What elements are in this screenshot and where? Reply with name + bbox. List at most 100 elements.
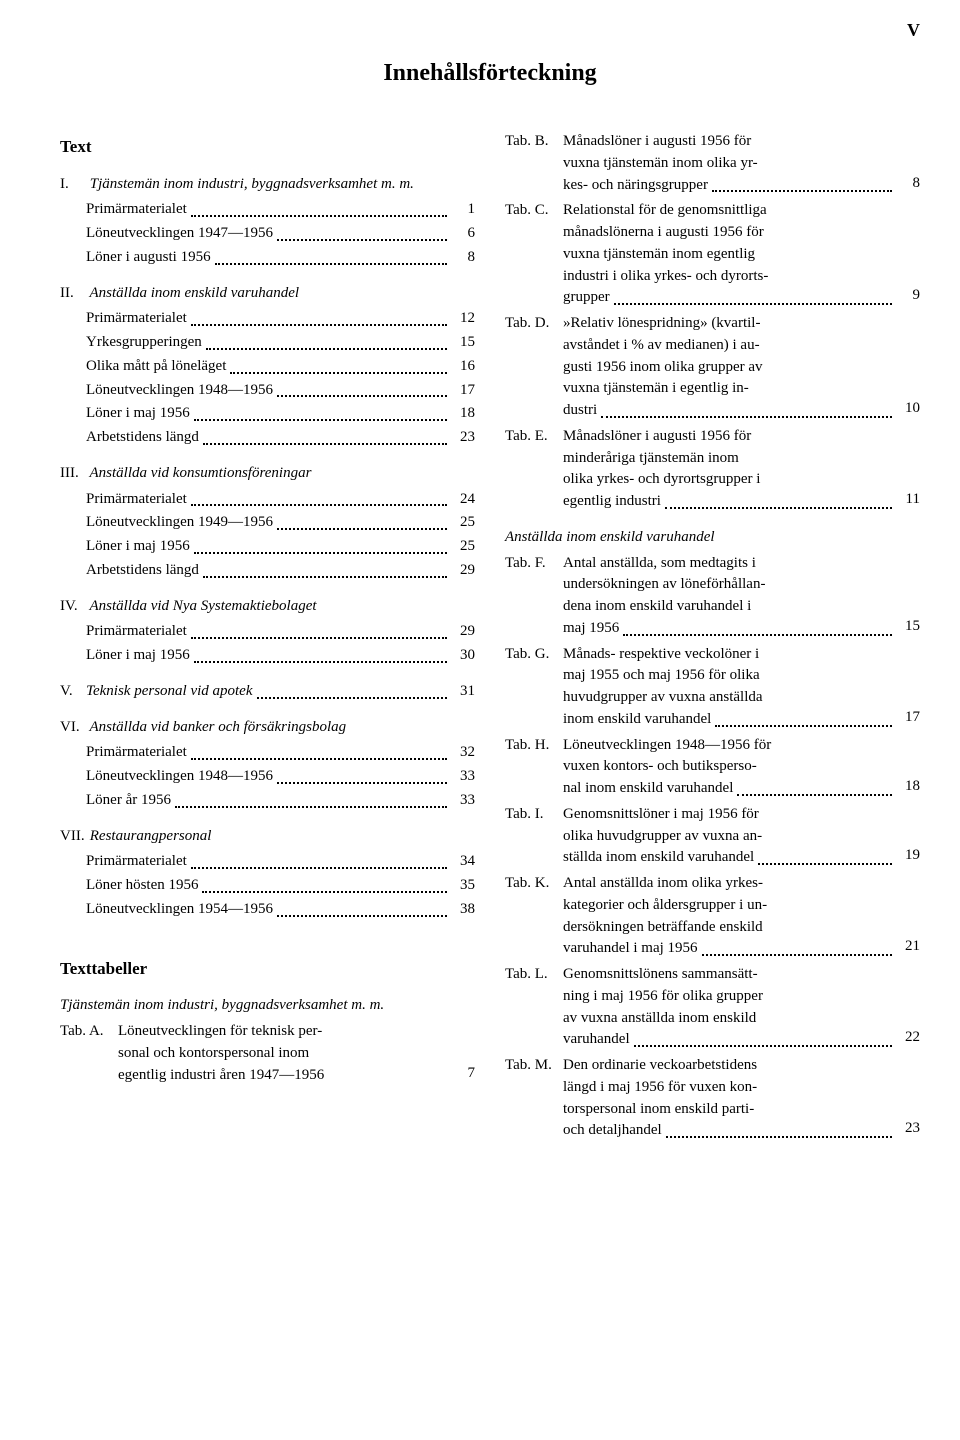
table-tab: Tab. B. <box>505 131 563 153</box>
section-title: Teknisk personal vid apotek <box>86 681 253 703</box>
table-body: Den ordinarie veckoarbetstidenslängd i m… <box>563 1055 896 1142</box>
entry-page: 25 <box>451 512 475 534</box>
entry-label: Löner i maj 1956 <box>86 536 190 558</box>
table-entry: Tab. E.Månadslöner i augusti 1956 förmin… <box>505 426 920 513</box>
entry-page: 23 <box>451 427 475 449</box>
columns: Text I. Tjänstemän inom industri, byggna… <box>60 127 920 1146</box>
table-line: nal inom enskild varuhandel <box>563 778 733 800</box>
leader-dots <box>203 434 447 445</box>
entry-label: Arbetstidens längd <box>86 427 199 449</box>
entry-label: Primärmaterialet <box>86 851 187 873</box>
table-line: torspersonal inom enskild parti- <box>563 1099 896 1121</box>
table-line: egentlig industri åren 1947—1956 <box>118 1065 324 1087</box>
entry-label: Arbetstidens längd <box>86 560 199 582</box>
table-line: Månadslöner i augusti 1956 för <box>563 426 896 448</box>
leader-dots <box>277 519 447 530</box>
toc-entry: Arbetstidens längd29 <box>86 560 475 582</box>
right-sub: Anställda inom enskild varuhandel <box>505 527 920 549</box>
table-entry: Tab. C.Relationstal för de genomsnittlig… <box>505 200 920 309</box>
table-tab: Tab. D. <box>505 313 563 335</box>
entry-page: 34 <box>451 851 475 873</box>
table-line: industri i olika yrkes- och dyrorts- <box>563 266 896 288</box>
entry-page: 8 <box>451 247 475 269</box>
entry-label: Primärmaterialet <box>86 199 187 221</box>
leader-dots <box>191 206 447 217</box>
table-entry: Tab. F.Antal anställda, som medtagits iu… <box>505 553 920 640</box>
section-title: Restaurangpersonal <box>90 828 212 844</box>
table-line: olika huvudgrupper av vuxna an- <box>563 826 896 848</box>
table-body: Månads- respektive veckolöner imaj 1955 … <box>563 644 896 731</box>
toc-entry: Primärmaterialet32 <box>86 742 475 764</box>
entry-label: Löner i maj 1956 <box>86 403 190 425</box>
leader-dots <box>191 495 447 506</box>
table-body: Månadslöner i augusti 1956 förvuxna tjän… <box>563 131 896 196</box>
leader-dots <box>277 773 447 784</box>
table-line: maj 1955 och maj 1956 för olika <box>563 665 896 687</box>
toc-entry: Löner i maj 195630 <box>86 645 475 667</box>
table-line: ställda inom enskild varuhandel <box>563 847 754 869</box>
leader-dots <box>277 230 447 241</box>
entry-label: Löner i augusti 1956 <box>86 247 211 269</box>
table-line: minderåriga tjänstemän inom <box>563 448 896 470</box>
table-tab: Tab. G. <box>505 644 563 666</box>
entry-label: Löneutvecklingen 1947—1956 <box>86 223 273 245</box>
leader-dots <box>191 858 447 869</box>
table-body: Antal anställda, som medtagits iundersök… <box>563 553 896 640</box>
left-column: Text I. Tjänstemän inom industri, byggna… <box>60 127 475 1146</box>
table-tab: Tab. H. <box>505 735 563 757</box>
entry-page: 15 <box>451 332 475 354</box>
toc-entry: Löner hösten 195635 <box>86 875 475 897</box>
leader-dots <box>277 386 447 397</box>
table-line: Löneutvecklingen 1948—1956 för <box>563 735 896 757</box>
entry-label: Löner i maj 1956 <box>86 645 190 667</box>
entry-page: 11 <box>896 489 920 511</box>
table-line: vuxen kontors- och butiksperso- <box>563 756 896 778</box>
table-tab: Tab. E. <box>505 426 563 448</box>
leader-dots <box>215 254 447 265</box>
entry-page: 24 <box>451 489 475 511</box>
table-line: dena inom enskild varuhandel i <box>563 596 896 618</box>
entry-page: 35 <box>451 875 475 897</box>
tables-intro: Tjänstemän inom industri, byggnadsverksa… <box>60 995 475 1017</box>
table-line: Antal anställda, som medtagits i <box>563 553 896 575</box>
table-line: månadslönerna i augusti 1956 för <box>563 222 896 244</box>
toc-entry: Löner i maj 1956 18 <box>86 403 475 425</box>
section-title: Anställda vid banker och försäkringsbola… <box>89 719 346 735</box>
section-head: VII. Restaurangpersonal <box>60 826 475 848</box>
entry-label: Primärmaterialet <box>86 621 187 643</box>
leader-dots <box>206 339 447 350</box>
leader-dots <box>702 945 892 956</box>
section-head-inline: V. Teknisk personal vid apotek 31 <box>60 681 475 703</box>
entry-label: Löneutvecklingen 1954—1956 <box>86 899 273 921</box>
table-body: Löneutvecklingen för teknisk per- sonal … <box>118 1021 451 1086</box>
entry-page: 1 <box>451 199 475 221</box>
toc-entry: Löner år 195633 <box>86 790 475 812</box>
page-title: Innehållsförteckning <box>60 60 920 87</box>
entry-page: 31 <box>451 681 475 703</box>
entry-page: 18 <box>451 403 475 425</box>
section-title: Anställda inom enskild varuhandel <box>89 285 299 301</box>
leader-dots <box>614 294 892 305</box>
section-num: VI. <box>60 717 86 739</box>
table-line: varuhandel <box>563 1029 630 1051</box>
table-line: kes- och näringsgrupper <box>563 175 708 197</box>
section-head: III. Anställda vid konsumtionsföreningar <box>60 463 475 485</box>
entry-label: Löneutvecklingen 1949—1956 <box>86 512 273 534</box>
leader-dots <box>634 1036 892 1047</box>
heading-tables: Texttabeller <box>60 957 475 982</box>
leader-dots <box>623 625 892 636</box>
table-body: Månadslöner i augusti 1956 förminderårig… <box>563 426 896 513</box>
toc-entry: Löneutvecklingen 1949—1956 25 <box>86 512 475 534</box>
table-line: Genomsnittslönens sammansätt- <box>563 964 896 986</box>
entry-page: 25 <box>451 536 475 558</box>
page: V Innehållsförteckning Text I. Tjänstemä… <box>0 0 960 1440</box>
toc-entry: Olika mått på löneläget16 <box>86 356 475 378</box>
table-line: sonal och kontorspersonal inom <box>118 1043 451 1065</box>
right-column: Tab. B.Månadslöner i augusti 1956 förvux… <box>505 127 920 1146</box>
toc-entry: Primärmaterialet29 <box>86 621 475 643</box>
entry-page: 33 <box>451 790 475 812</box>
entry-page: 9 <box>896 285 920 307</box>
table-line: Antal anställda inom olika yrkes- <box>563 873 896 895</box>
entry-page: 6 <box>451 223 475 245</box>
leader-dots <box>194 410 447 421</box>
